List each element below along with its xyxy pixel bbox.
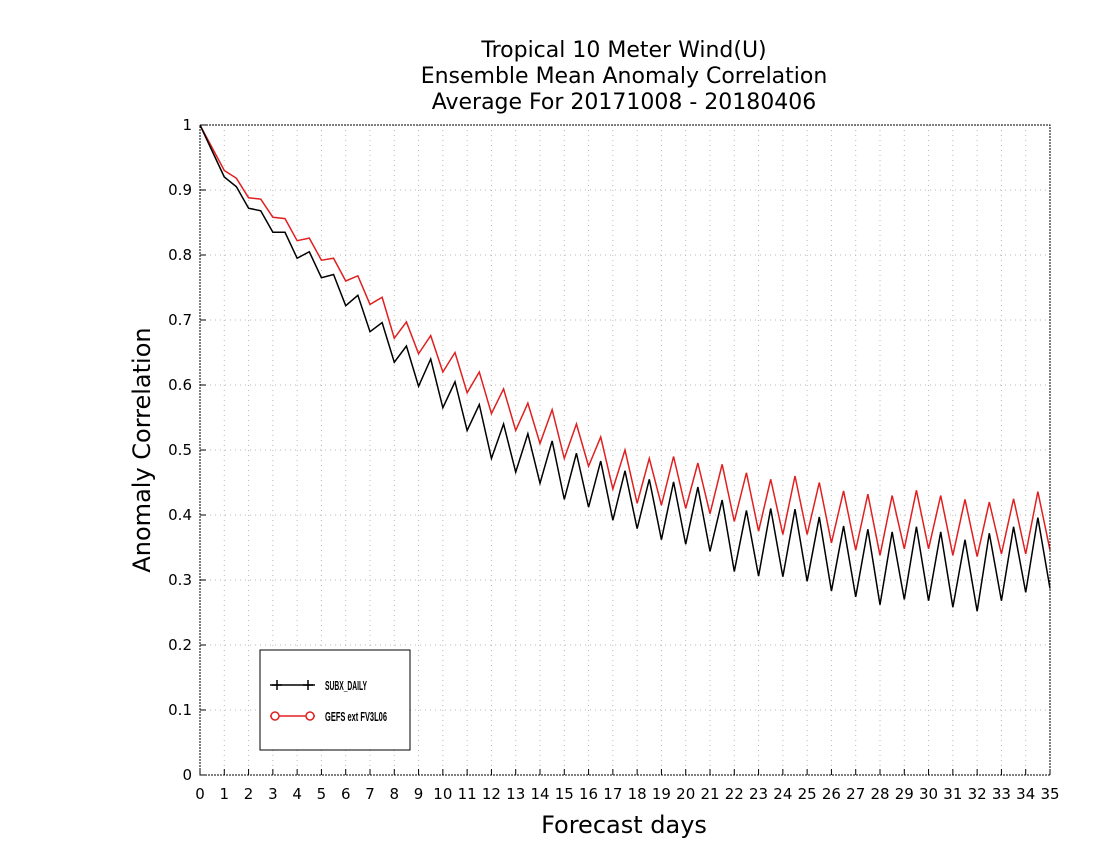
x-tick-label: 30 (919, 785, 938, 803)
x-tick-label: 3 (268, 785, 278, 803)
x-tick-label: 17 (603, 785, 622, 803)
y-axis-label: Anomaly Correlation (128, 327, 156, 572)
x-tick-label: 0 (195, 785, 205, 803)
x-tick-label: 32 (968, 785, 987, 803)
x-tick-label: 34 (1016, 785, 1035, 803)
y-tick-label: 0.5 (168, 441, 192, 459)
legend-circle-marker (270, 711, 280, 721)
chart-title-line-3: Average For 20171008 - 20180406 (432, 90, 817, 115)
x-tick-label: 12 (482, 785, 501, 803)
x-tick-label: 16 (579, 785, 598, 803)
x-tick-label: 5 (317, 785, 327, 803)
x-tick-label: 2 (244, 785, 254, 803)
x-tick-label: 25 (798, 785, 817, 803)
x-tick-label: 7 (365, 785, 375, 803)
x-tick-label: 11 (458, 785, 477, 803)
x-tick-label: 29 (895, 785, 914, 803)
x-tick-label: 28 (870, 785, 889, 803)
x-tick-label: 19 (652, 785, 671, 803)
x-tick-label: 33 (992, 785, 1011, 803)
x-axis-ticks: 0 1 2 3 4 5 6 7 8 9 10 11 12 13 14 15 16 17 18 19 20 21 22 23 24… (195, 769, 1060, 803)
y-tick-label: 0.8 (168, 246, 192, 264)
legend-box (259, 649, 411, 751)
legend-circle-marker (305, 711, 315, 721)
x-tick-label: 35 (1040, 785, 1059, 803)
y-tick-label: 0 (182, 766, 192, 784)
chart-title-line-2: Ensemble Mean Anomaly Correlation (421, 64, 828, 89)
x-tick-label: 22 (725, 785, 744, 803)
series-lines (199, 124, 1051, 612)
x-tick-label: 15 (555, 785, 574, 803)
x-tick-label: 20 (676, 785, 695, 803)
x-tick-label: 6 (341, 785, 351, 803)
x-tick-label: 21 (700, 785, 719, 803)
y-tick-label: 0.3 (168, 571, 192, 589)
y-tick-label: 0.4 (168, 506, 192, 524)
x-tick-label: 9 (414, 785, 424, 803)
x-tick-label: 18 (628, 785, 647, 803)
chart-title-line-1: Tropical 10 Meter Wind(U) (480, 38, 766, 63)
legend-label-gefs: GEFS ext FV3L06 (325, 709, 387, 724)
legend-label-subx: SUBX_DAILY (325, 678, 367, 693)
x-tick-label: 26 (822, 785, 841, 803)
y-tick-label: 0.9 (168, 181, 192, 199)
x-tick-label: 27 (846, 785, 865, 803)
x-tick-label: 10 (433, 785, 452, 803)
y-tick-label: 1 (182, 116, 192, 134)
legend-plus-marker (272, 680, 313, 690)
x-tick-label: 14 (530, 785, 549, 803)
x-tick-label: 23 (749, 785, 768, 803)
y-tick-label: 0.2 (168, 636, 192, 654)
x-tick-label: 24 (773, 785, 792, 803)
legend: SUBX_DAILY GEFS ext FV3L06 (259, 649, 411, 751)
x-tick-label: 1 (220, 785, 230, 803)
plot-frame (199, 124, 1051, 776)
y-tick-label: 0.7 (168, 311, 192, 329)
x-tick-label: 13 (506, 785, 525, 803)
y-axis-ticks: 0 0.1 0.2 0.3 0.4 0.5 0.6 0.7 0.8 0.9 1 (168, 116, 206, 784)
series-line-subx-daily (199, 124, 1051, 612)
x-tick-label: 4 (292, 785, 302, 803)
x-tick-label: 31 (943, 785, 962, 803)
y-tick-label: 0.6 (168, 376, 192, 394)
y-tick-label: 0.1 (168, 701, 192, 719)
x-tick-label: 8 (390, 785, 400, 803)
series-line-gefs-ext (199, 124, 1051, 557)
x-axis-label: Forecast days (541, 811, 707, 839)
